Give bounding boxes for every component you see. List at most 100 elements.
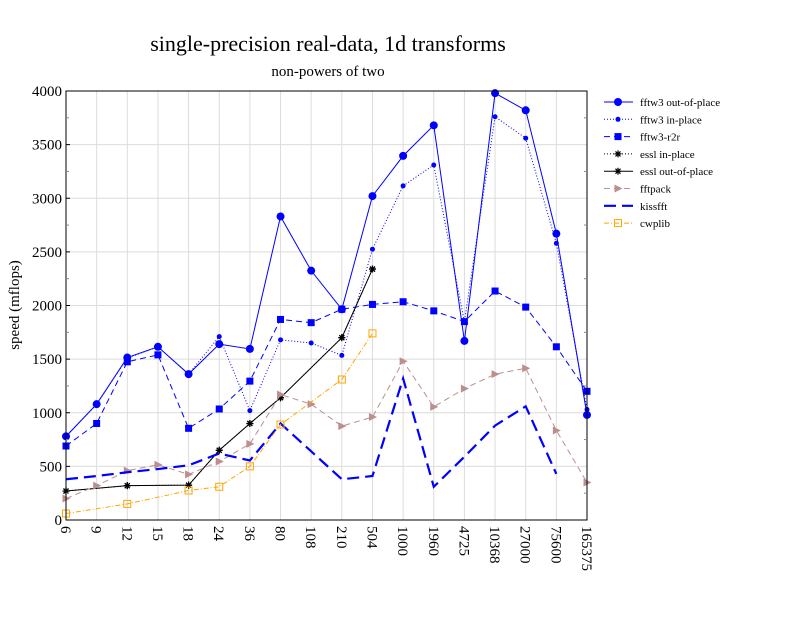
x-tick-label: 27000 [517, 526, 533, 564]
dot-marker [492, 114, 498, 120]
x-tick-label: 18 [180, 526, 196, 541]
series-line [65, 360, 588, 500]
circle-marker [614, 98, 622, 106]
legend-item: kissfft [604, 201, 667, 213]
square-marker [522, 303, 530, 311]
x-tick-label: 10368 [486, 526, 502, 564]
square-marker [154, 351, 162, 359]
square-marker [338, 305, 346, 313]
dot-marker [155, 344, 161, 350]
series-fftw3-out-of-place [62, 89, 591, 441]
dot-marker [369, 246, 375, 252]
x-tick-label: 12 [118, 526, 134, 541]
star-marker [368, 265, 376, 273]
series-line [65, 115, 588, 437]
triangle-marker [614, 184, 623, 193]
x-tick-label: 24 [210, 526, 226, 542]
open-square-marker [123, 499, 132, 508]
series-fftpack [62, 357, 592, 503]
square-marker [491, 287, 499, 295]
circle-marker [491, 89, 500, 98]
triangle-marker [307, 400, 316, 409]
legend-label: fftw3 in-place [640, 114, 702, 126]
y-tick-label: 4000 [32, 84, 62, 100]
circle-marker [245, 344, 254, 353]
triangle-marker [491, 370, 500, 379]
x-tick-label: 210 [333, 526, 349, 549]
open-square-marker [184, 486, 193, 495]
circle-marker [368, 192, 377, 201]
series-line [65, 333, 373, 515]
triangle-marker [338, 422, 347, 431]
legend-item: fftw3 out-of-place [604, 97, 720, 109]
square-marker [368, 300, 376, 308]
square-marker [552, 343, 560, 351]
x-tick-label: 36 [241, 526, 257, 542]
triangle-marker [93, 481, 102, 490]
star-marker [185, 481, 193, 489]
square-marker [246, 377, 254, 385]
star-marker [614, 167, 622, 175]
triangle-marker [460, 384, 469, 393]
y-tick-label: 0 [55, 513, 63, 529]
circle-marker [276, 212, 285, 221]
x-tick-label: 75600 [547, 526, 563, 564]
triangle-marker [552, 426, 561, 435]
circle-marker [460, 336, 469, 345]
legend-item: fftpack [604, 184, 671, 196]
legend-item: cwplib [604, 218, 670, 230]
circle-marker [521, 106, 530, 115]
dot-marker [553, 240, 559, 246]
dot-marker [308, 340, 314, 346]
x-tick-label: 1960 [425, 526, 441, 556]
legend-label: fftpack [640, 184, 671, 196]
dot-marker [523, 135, 529, 141]
x-tick-label: 6 [57, 526, 73, 534]
open-square-marker [337, 375, 346, 384]
triangle-marker [215, 457, 224, 466]
circle-marker [215, 340, 224, 349]
dot-marker [186, 371, 192, 377]
open-square-marker [215, 482, 224, 491]
x-tick-label: 9 [88, 526, 104, 534]
series-essl-out-of-place [62, 265, 376, 495]
circle-marker [399, 151, 408, 160]
triangle-marker [185, 470, 194, 479]
series-cwplib [62, 329, 377, 518]
y-tick-label: 1000 [32, 406, 62, 422]
legend-label: cwplib [640, 218, 670, 230]
series-line [65, 92, 588, 437]
triangle-marker [277, 390, 286, 399]
square-marker [430, 307, 438, 315]
legend-label: fftw3 out-of-place [640, 97, 720, 109]
circle-marker [307, 266, 316, 275]
x-tick-label: 80 [272, 526, 288, 541]
star-marker [123, 482, 131, 490]
legend-label: kissfft [640, 201, 667, 213]
triangle-marker [246, 439, 255, 448]
square-marker [277, 315, 285, 323]
circle-marker [552, 229, 561, 238]
y-tick-label: 2500 [32, 245, 62, 261]
square-marker [185, 424, 193, 432]
triangle-marker [522, 364, 531, 373]
star-marker [277, 394, 285, 402]
legend-item: essl out-of-place [604, 166, 713, 178]
x-tick-label: 4725 [455, 526, 471, 556]
dot-marker [339, 352, 345, 358]
dot-marker [615, 116, 621, 122]
open-square-marker [245, 462, 254, 471]
x-tick-label: 1000 [394, 526, 410, 556]
legend-item: essl in-place [604, 149, 695, 161]
chart-title: single-precision real-data, 1d transform… [150, 31, 506, 56]
triangle-marker [368, 413, 377, 422]
x-tick-label: 15 [149, 526, 165, 541]
circle-marker [429, 121, 438, 130]
series-line [65, 268, 373, 492]
dot-marker [431, 162, 437, 168]
triangle-marker [154, 460, 163, 469]
square-marker [399, 298, 407, 306]
series-kissfft [65, 374, 558, 489]
y-tick-label: 3000 [32, 191, 62, 207]
